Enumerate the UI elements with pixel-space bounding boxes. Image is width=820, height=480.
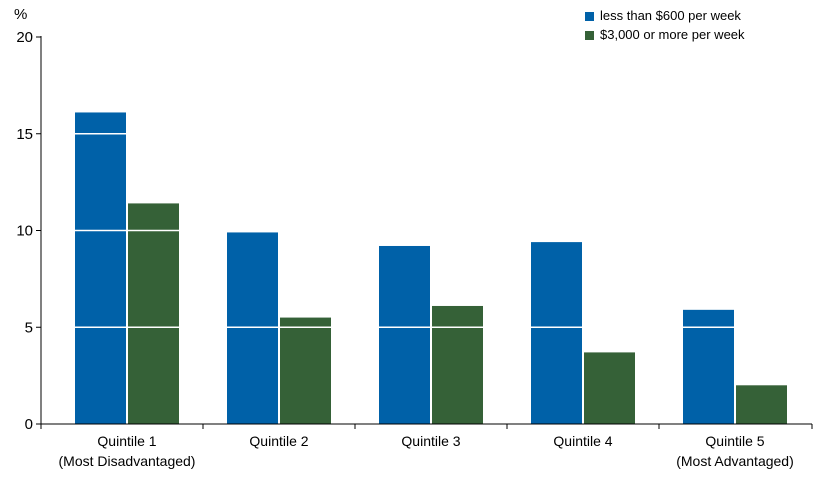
legend-swatch-2 [585, 31, 594, 40]
y-tick-label-10: 10 [16, 223, 33, 240]
bars-group [75, 112, 787, 424]
category-label-4: Quintile 4 [553, 433, 612, 449]
bar-series1-1 [75, 112, 126, 424]
axes-group [36, 36, 813, 429]
y-tick-label-5: 5 [25, 319, 33, 336]
category-sublabel-5: (Most Advantaged) [676, 453, 794, 469]
bar-series1-4 [531, 242, 582, 424]
y-tick-label-15: 15 [16, 126, 33, 143]
category-label-2: Quintile 2 [249, 433, 308, 449]
bar-series2-2 [280, 317, 331, 424]
y-axis-unit-label: % [14, 6, 27, 23]
bar-series1-5 [683, 309, 734, 424]
bar-series1-3 [379, 245, 430, 424]
legend-label-1: less than $600 per week [600, 8, 741, 23]
bar-series2-5 [736, 385, 787, 424]
bar-series1-2 [227, 232, 278, 424]
labels-group: 0 5 10 15 20% Quintile 1 (Most Disadvantaged) Q… [14, 6, 794, 469]
gridlines-group [41, 36, 812, 328]
category-label-1: Quintile 1 [97, 433, 156, 449]
category-label-3: Quintile 3 [401, 433, 460, 449]
bar-series2-3 [432, 305, 483, 424]
category-sublabel-1: (Most Disadvantaged) [59, 453, 196, 469]
y-tick-label-0: 0 [25, 416, 33, 433]
bar-series2-4 [584, 352, 635, 424]
legend: less than $600 per week $3,000 or more pe… [585, 8, 745, 42]
category-label-5: Quintile 5 [705, 433, 764, 449]
legend-swatch-1 [585, 12, 594, 21]
y-tick-label-20: 20 [16, 29, 33, 46]
legend-label-2: $3,000 or more per week [600, 27, 745, 42]
bar-series2-1 [128, 203, 179, 424]
